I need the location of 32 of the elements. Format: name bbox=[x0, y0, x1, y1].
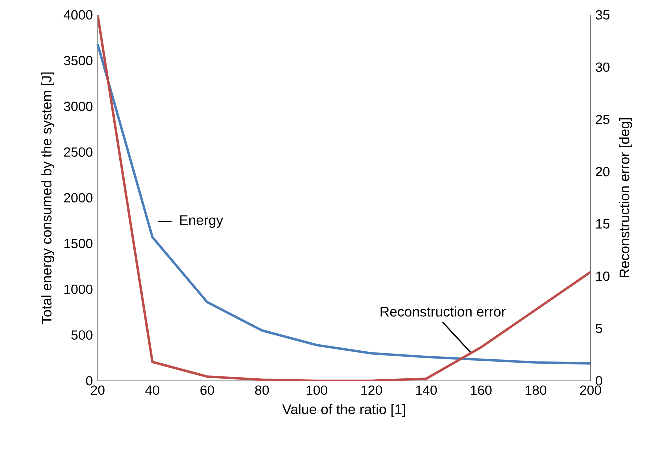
y2-tick-label: 5 bbox=[596, 324, 602, 334]
x-tick-label: 160 bbox=[471, 386, 492, 396]
x-tick-label: 120 bbox=[362, 386, 382, 396]
y2-tick-label: 20 bbox=[596, 167, 610, 177]
y-tick-label: 4000 bbox=[64, 10, 93, 20]
x-tick-label: 100 bbox=[306, 386, 328, 396]
y-tick-label: 3000 bbox=[64, 102, 93, 112]
y2-tick-label: 30 bbox=[596, 62, 610, 72]
y-tick-label: 500 bbox=[72, 330, 93, 340]
y2-axis-title: Reconstruction error [deg] bbox=[619, 118, 632, 278]
y-tick-label: 3500 bbox=[64, 56, 93, 66]
y2-tick-label: 15 bbox=[596, 220, 610, 229]
x-axis-title: Value of the ratio [1] bbox=[282, 404, 406, 418]
y-tick-label: 2500 bbox=[64, 148, 93, 158]
x-tick-label: 200 bbox=[580, 386, 602, 396]
y-tick-label: 0 bbox=[86, 376, 93, 386]
y2-tick-label: 25 bbox=[596, 115, 610, 124]
y2-tick-label: 0 bbox=[596, 376, 602, 386]
y2-tick-label: 10 bbox=[596, 272, 610, 282]
y-tick-label: 2000 bbox=[64, 193, 93, 203]
x-tick-label: 80 bbox=[255, 386, 270, 396]
y-tick-label: 1500 bbox=[64, 239, 93, 249]
y-axis-title: Total energy consumed by the system [J] bbox=[42, 72, 55, 324]
y-tick-label: 1000 bbox=[64, 284, 93, 294]
x-tick-label: 140 bbox=[416, 386, 438, 396]
x-tick-label: 40 bbox=[146, 386, 160, 396]
y2-tick-label: 35 bbox=[596, 10, 610, 20]
x-tick-label: 180 bbox=[526, 386, 547, 396]
series-label: Reconstruction error bbox=[380, 306, 506, 317]
x-tick-label: 60 bbox=[200, 386, 214, 396]
series-label: Energy bbox=[180, 216, 224, 228]
x-tick-label: 20 bbox=[91, 386, 105, 396]
